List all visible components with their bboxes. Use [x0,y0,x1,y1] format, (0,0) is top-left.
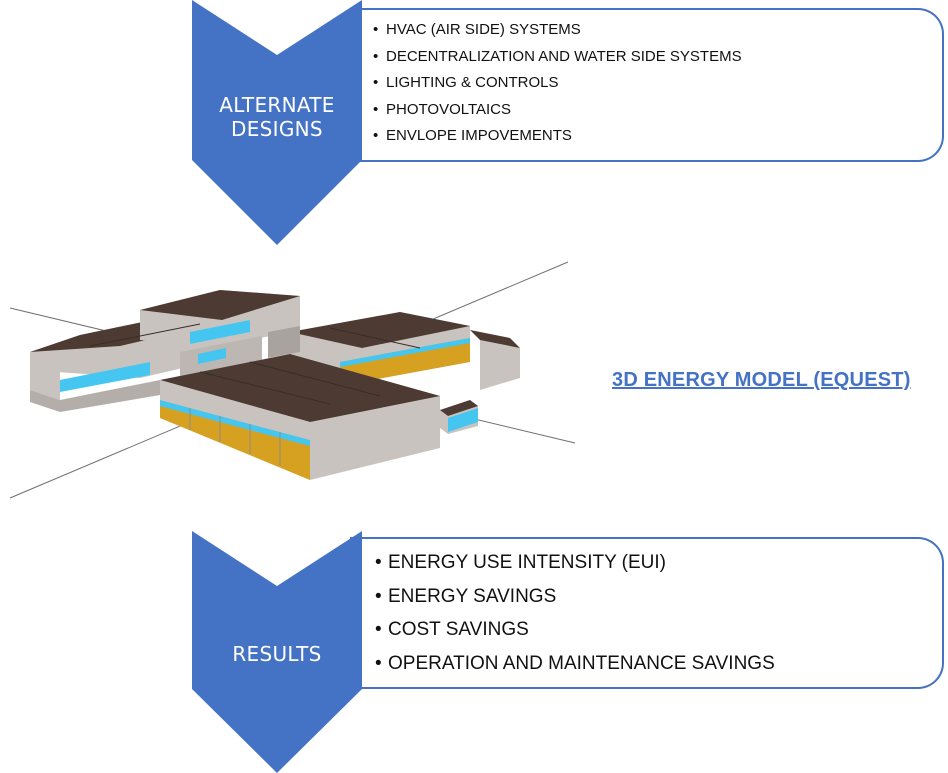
building-3d-model-image [9,261,576,499]
alternate-designs-label-line2: DESIGNS [231,117,323,142]
list-item: ENERGY USE INTENSITY (EUI) [375,551,775,585]
results-chevron [192,531,362,773]
alternate-designs-chevron [192,0,362,245]
alternate-designs-label-line1: ALTERNATE [219,93,335,117]
list-item: LIGHTING & CONTROLS [373,73,742,100]
list-item: COST SAVINGS [375,618,775,652]
results-list: ENERGY USE INTENSITY (EUI) ENERGY SAVING… [375,551,775,685]
list-item: PHOTOVOLTAICS [373,100,742,127]
alternate-designs-list: HVAC (AIR SIDE) SYSTEMS DECENTRALIZATION… [373,20,742,153]
list-item: DECENTRALIZATION AND WATER SIDE SYSTEMS [373,47,742,74]
list-item: OPERATION AND MAINTENANCE SAVINGS [375,652,775,686]
list-item: ENERGY SAVINGS [375,585,775,619]
results-label: RESULTS [232,642,322,666]
alternate-designs-label: ALTERNATE DESIGNS [192,93,362,142]
list-item: HVAC (AIR SIDE) SYSTEMS [373,20,742,47]
list-item: ENVLOPE IMPOVEMENTS [373,126,742,153]
energy-model-label[interactable]: 3D ENERGY MODEL (EQUEST) [612,369,911,391]
